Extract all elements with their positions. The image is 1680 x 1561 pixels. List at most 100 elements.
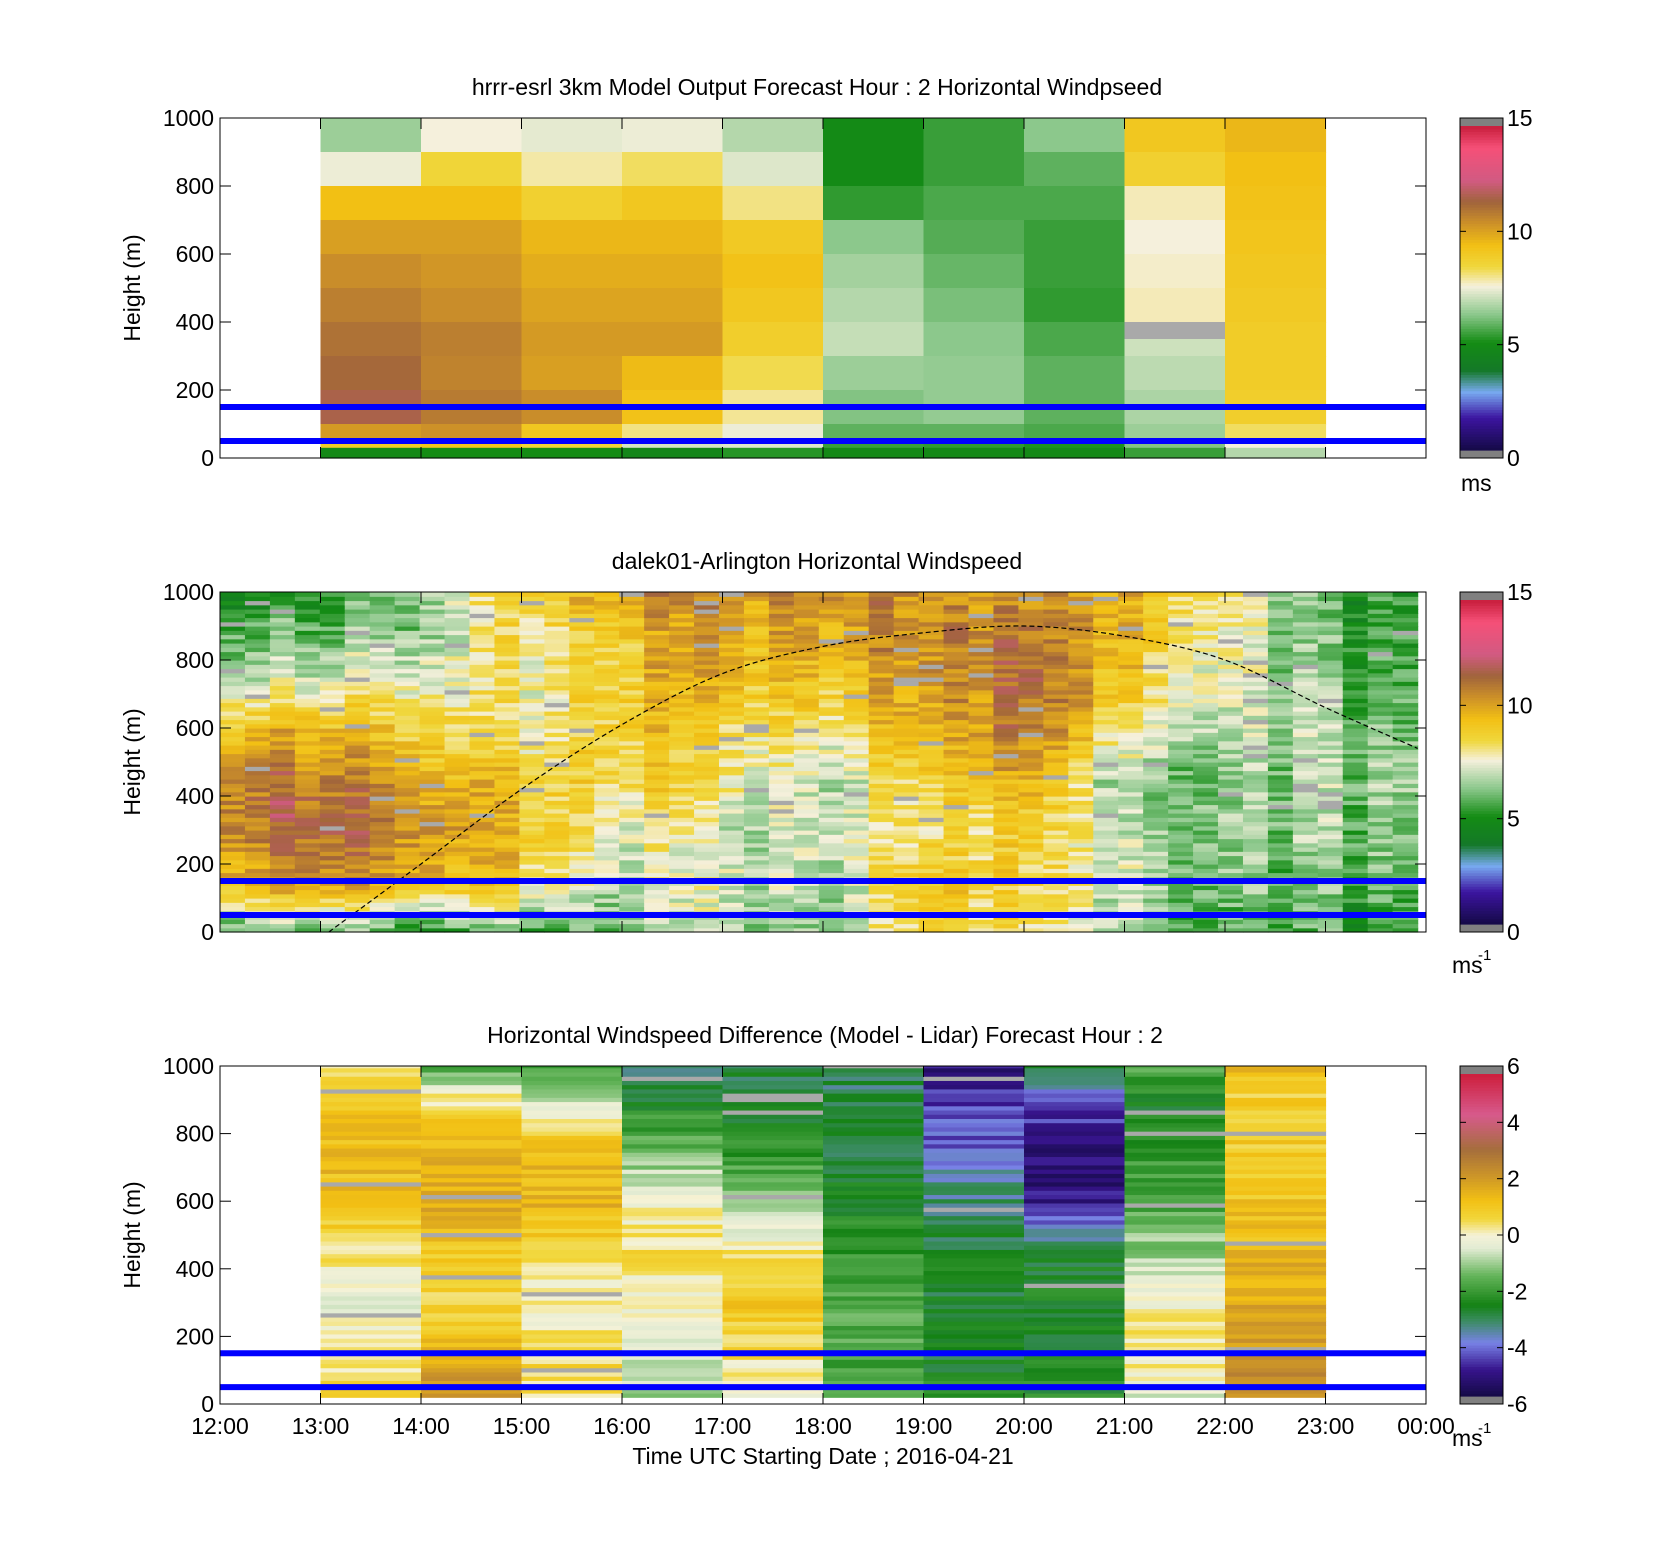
difference-cell-c3 — [622, 1393, 724, 1398]
lidar-cell — [1093, 885, 1119, 891]
lidar-cell — [494, 821, 521, 827]
lidar-cell — [843, 791, 870, 797]
lidar-cell — [444, 745, 471, 750]
lidar-cell — [269, 813, 296, 818]
lidar-cell — [294, 711, 321, 716]
difference-cell-c6 — [923, 1126, 1025, 1132]
lidar-cell — [319, 859, 346, 865]
lidar-cell — [993, 825, 1020, 831]
lidar-cell — [419, 638, 446, 644]
lidar-cell — [569, 745, 595, 750]
lidar-cell — [544, 672, 570, 678]
lidar-cell — [1218, 609, 1244, 614]
lidar-cell — [469, 668, 496, 674]
lidar-cell — [694, 672, 720, 678]
lidar-cell — [843, 919, 870, 925]
difference-cell-c4 — [722, 1287, 824, 1293]
lidar-cell — [1218, 851, 1244, 857]
lidar-cell — [1143, 600, 1169, 606]
lidar-cell — [644, 774, 670, 780]
lidar-cell — [818, 694, 845, 699]
lidar-cell — [1068, 868, 1094, 874]
difference-cell-c2 — [521, 1240, 623, 1246]
lidar-cell — [818, 800, 845, 806]
lidar-cell — [1292, 821, 1319, 827]
lidar-cell — [818, 660, 845, 665]
lidar-cell — [569, 719, 595, 725]
difference-cell-c2 — [521, 1329, 623, 1335]
lidar-cell — [1392, 736, 1419, 742]
lidar-cell — [494, 604, 521, 610]
lidar-cell — [968, 694, 995, 699]
lidar-cell — [519, 745, 545, 750]
difference-cell-c2 — [521, 1211, 623, 1217]
lidar-cell — [244, 732, 271, 738]
lidar-cell — [1143, 740, 1169, 746]
lidar-cell — [1342, 813, 1369, 818]
lidar-cell — [544, 885, 570, 891]
lidar-cell — [519, 638, 545, 644]
lidar-cell — [544, 723, 570, 729]
lidar-cell — [1218, 694, 1244, 699]
colorbar-swatch — [1460, 705, 1503, 709]
lidar-cell — [968, 672, 995, 678]
lidar-cell — [1043, 668, 1069, 674]
lidar-cell — [669, 898, 695, 903]
lidar-cell — [918, 757, 945, 763]
lidar-cell — [968, 634, 995, 640]
lidar-cell — [768, 779, 795, 784]
lidar-cell — [1317, 783, 1344, 789]
model-cell-c8-r5 — [1124, 288, 1226, 323]
lidar-cell — [494, 847, 521, 852]
lidar-cell — [1093, 698, 1119, 704]
colorbar-swatch — [1460, 174, 1503, 178]
lidar-cell — [469, 872, 496, 878]
lidar-cell — [1143, 664, 1169, 670]
lidar-cell — [843, 698, 870, 704]
lidar-cell — [694, 753, 720, 759]
model-cell-c0-r1 — [320, 152, 422, 187]
lidar-cell — [1093, 864, 1119, 869]
lidar-cell — [519, 791, 545, 797]
lidar-cell — [843, 711, 870, 716]
difference-cell-c1 — [421, 1380, 523, 1386]
lidar-cell — [843, 923, 870, 929]
lidar-cell — [594, 745, 620, 750]
lidar-cell — [1367, 753, 1394, 759]
lidar-cell — [519, 689, 545, 695]
lidar-cell — [968, 736, 995, 742]
difference-cell-c0 — [320, 1105, 422, 1111]
lidar-cell — [569, 715, 595, 721]
lidar-cell — [569, 825, 595, 831]
difference-cell-c4 — [722, 1329, 824, 1335]
lidar-cell — [843, 617, 870, 623]
lidar-cell — [544, 872, 570, 878]
lidar-cell — [694, 715, 720, 721]
lidar-cell — [619, 893, 645, 899]
lidar-cell — [1267, 677, 1294, 682]
difference-cell-c5 — [823, 1300, 925, 1305]
colorbar-swatch — [1460, 169, 1503, 173]
lidar-cell — [244, 787, 271, 793]
lidar-cell — [244, 634, 271, 640]
difference-cell-c7 — [1024, 1359, 1126, 1365]
lidar-cell — [793, 770, 820, 776]
lidar-cell — [444, 596, 471, 602]
lidar-cell — [1068, 864, 1094, 869]
lidar-cell — [394, 647, 421, 653]
model-cell-c5-r5 — [823, 288, 925, 323]
lidar-cell — [544, 617, 570, 623]
difference-cell-c2 — [521, 1359, 623, 1365]
lidar-cell — [1317, 842, 1344, 848]
lidar-cell — [394, 715, 421, 721]
lidar-cell — [444, 621, 471, 627]
lidar-cell — [494, 796, 521, 801]
lidar-cell — [669, 681, 695, 687]
lidar-cell — [1143, 906, 1169, 912]
lidar-cell — [519, 609, 545, 614]
difference-cell-c4 — [722, 1215, 824, 1221]
lidar-cell — [444, 919, 471, 925]
lidar-cell — [943, 808, 970, 814]
lidar-cell — [1118, 864, 1144, 869]
model-cell-c1-r11 — [421, 447, 523, 459]
